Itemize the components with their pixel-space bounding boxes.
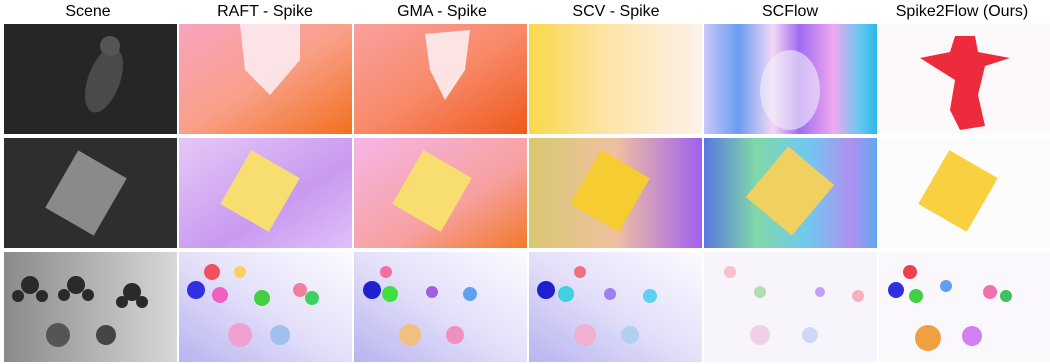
- image-cell: [4, 252, 177, 362]
- image-cell: [4, 24, 177, 134]
- image-cell: [879, 24, 1050, 134]
- image-cell: [179, 252, 352, 362]
- column-header: GMA - Spike: [397, 3, 487, 20]
- image-cell: [879, 252, 1050, 362]
- image-cell: [704, 138, 877, 248]
- image-cell: [879, 138, 1050, 248]
- image-cell: [179, 138, 352, 248]
- image-row: [4, 252, 1050, 362]
- image-cell: [354, 138, 527, 248]
- column-header: SCV - Spike: [572, 3, 659, 20]
- column-header: RAFT - Spike: [217, 3, 313, 20]
- figure: Scene RAFT - Spike GMA - Spike SCV - Spi…: [0, 0, 1050, 364]
- image-cell: [179, 24, 352, 134]
- column-header: Scene: [65, 3, 110, 20]
- column-header: Spike2Flow (Ours): [896, 3, 1028, 20]
- image-cell: [704, 24, 877, 134]
- image-cell: [4, 138, 177, 248]
- column-header: SCFlow: [762, 3, 818, 20]
- header-row: Scene RAFT - Spike GMA - Spike SCV - Spi…: [65, 3, 1028, 20]
- image-row: [4, 24, 1050, 134]
- image-cell: [529, 24, 702, 134]
- image-cell: [529, 252, 702, 362]
- image-cell: [529, 138, 702, 248]
- image-cell: [354, 252, 527, 362]
- image-row: [4, 138, 1050, 248]
- image-cell: [354, 24, 527, 134]
- image-cell: [704, 252, 877, 362]
